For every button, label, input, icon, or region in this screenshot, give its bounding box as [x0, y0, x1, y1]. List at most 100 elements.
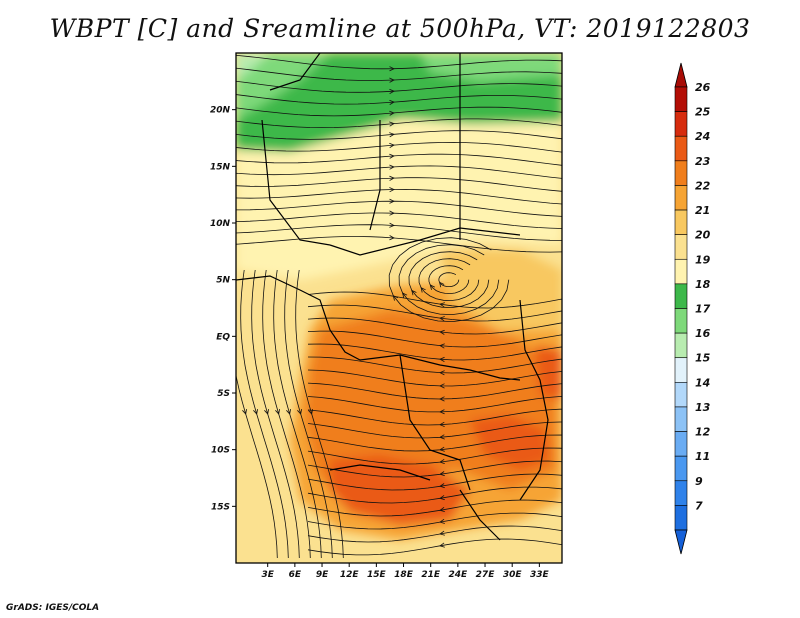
colorbar-swatch: [674, 135, 688, 162]
lon-tick-label: 33E: [530, 570, 550, 580]
lon-tick-label: 15E: [367, 570, 387, 580]
colorbar-swatch: [674, 480, 688, 506]
streamline-arrow: [439, 458, 445, 464]
streamline-arrow: [389, 153, 395, 159]
streamline-arrow: [389, 164, 395, 170]
lat-tick-label: 20N: [210, 106, 231, 116]
lon-tick-label: 9E: [316, 570, 329, 580]
colorbar-swatch: [674, 332, 688, 359]
streamline-arrow: [439, 383, 445, 389]
colorbar-swatch: [674, 431, 688, 457]
streamline-arrow: [420, 286, 426, 293]
colorbar-over-arrow: [674, 62, 688, 88]
lat-tick-label: 15N: [210, 162, 231, 172]
streamline-arrow: [389, 187, 395, 193]
lon-tick-label: 18E: [394, 570, 414, 580]
streamline-arrow: [439, 302, 445, 308]
streamline-arrow: [297, 409, 302, 415]
colorbar-label: 22: [695, 179, 711, 192]
colorbar-swatch: [674, 505, 688, 531]
streamline-arrow: [439, 329, 445, 335]
streamline-arrow: [439, 471, 445, 477]
colorbar-label: 19: [695, 253, 711, 266]
colorbar-label: 21: [695, 204, 710, 217]
colorbar: 26 25 24 23 22 21 20 19 18 17 16 15 14 13 12 11 9 7: [674, 62, 711, 555]
lon-tick-label: 3E: [261, 570, 274, 580]
streamline-arrow: [411, 289, 417, 296]
streamline-arrow: [429, 284, 435, 290]
streamline-arrow: [439, 356, 445, 362]
streamline-arrow: [439, 396, 445, 402]
lat-tick-label: EQ: [216, 332, 230, 342]
streamline-arrow: [389, 110, 395, 116]
colorbar-label: 11: [695, 450, 710, 463]
streamline-arrow: [439, 343, 445, 349]
streamline-arrow: [389, 132, 395, 138]
colorbar-swatch: [674, 258, 688, 285]
colorbar-swatch: [674, 209, 688, 235]
streamline-arrow: [439, 434, 445, 440]
streamline-arrow: [439, 518, 445, 524]
colorbar-swatch: [674, 382, 688, 408]
colorbar-label: 25: [695, 106, 711, 119]
lon-tick-label: 24E: [449, 570, 469, 580]
colorbar-swatch: [674, 406, 688, 432]
streamlines: [236, 54, 562, 559]
colorbar-swatch: [674, 185, 688, 211]
streamline-arrow: [439, 483, 445, 489]
grads-credit: GrADS: IGES/COLA: [6, 603, 100, 613]
streamline-arrow: [389, 66, 395, 72]
streamline-arrow: [286, 409, 291, 415]
lat-tick-label: 10S: [211, 446, 230, 456]
streamline-arrow: [242, 409, 247, 415]
colorbar-label: 15: [695, 352, 711, 365]
streamline-arrow: [439, 495, 445, 501]
lon-tick-label: 21E: [421, 570, 441, 580]
colorbar-label: 26: [695, 81, 711, 94]
colorbar-swatch: [674, 308, 688, 334]
streamline-arrow: [308, 409, 313, 415]
lon-tick-label: 30E: [503, 570, 523, 580]
map-title: WBPT [C] and Sreamline at 500hPa, VT: 20…: [49, 14, 751, 43]
colorbar-swatch: [674, 455, 688, 482]
lat-tick-label: 5S: [217, 389, 230, 399]
country-borders: [236, 53, 549, 541]
lon-tick-label: 6E: [289, 570, 302, 580]
colorbar-label: 12: [695, 426, 711, 439]
lat-tick-label: 15S: [211, 502, 230, 512]
streamline-arrow: [389, 99, 395, 105]
colorbar-label: 7: [695, 499, 703, 512]
colorbar-swatch: [674, 283, 688, 309]
streamline-arrow: [439, 409, 445, 415]
colorbar-label: 9: [695, 475, 703, 488]
streamline-arrow: [439, 542, 445, 548]
streamline-arrow: [389, 77, 395, 83]
streamline-arrow: [264, 409, 269, 415]
streamline-arrow: [439, 421, 445, 427]
streamline-arrow: [253, 409, 258, 415]
streamline-arrow: [439, 281, 445, 288]
colorbar-swatch: [674, 111, 688, 137]
streamline-arrow: [389, 121, 395, 127]
colorbar-label: 14: [695, 376, 710, 389]
streamline-arrow: [389, 222, 395, 228]
colorbar-label: 20: [695, 229, 711, 242]
streamline-arrow: [389, 198, 395, 204]
colorbar-label: 24: [695, 130, 710, 143]
colorbar-swatch: [674, 234, 688, 260]
streamline-arrow: [439, 530, 445, 536]
colorbar-under-arrow: [674, 529, 688, 555]
streamline-arrow: [402, 292, 408, 298]
colorbar-label: 18: [695, 278, 711, 291]
colorbar-label: 23: [695, 155, 711, 168]
lat-tick-label: 5N: [216, 276, 230, 286]
colorbar-label: 13: [695, 401, 711, 414]
colorbar-swatch: [674, 160, 688, 186]
streamline-arrow: [439, 506, 445, 512]
colorbar-label: 17: [695, 303, 711, 316]
streamline-arrow: [389, 175, 395, 181]
streamline-arrow: [439, 446, 445, 452]
colorbar-label: 16: [695, 327, 711, 340]
colorbar-swatch: [674, 86, 688, 112]
